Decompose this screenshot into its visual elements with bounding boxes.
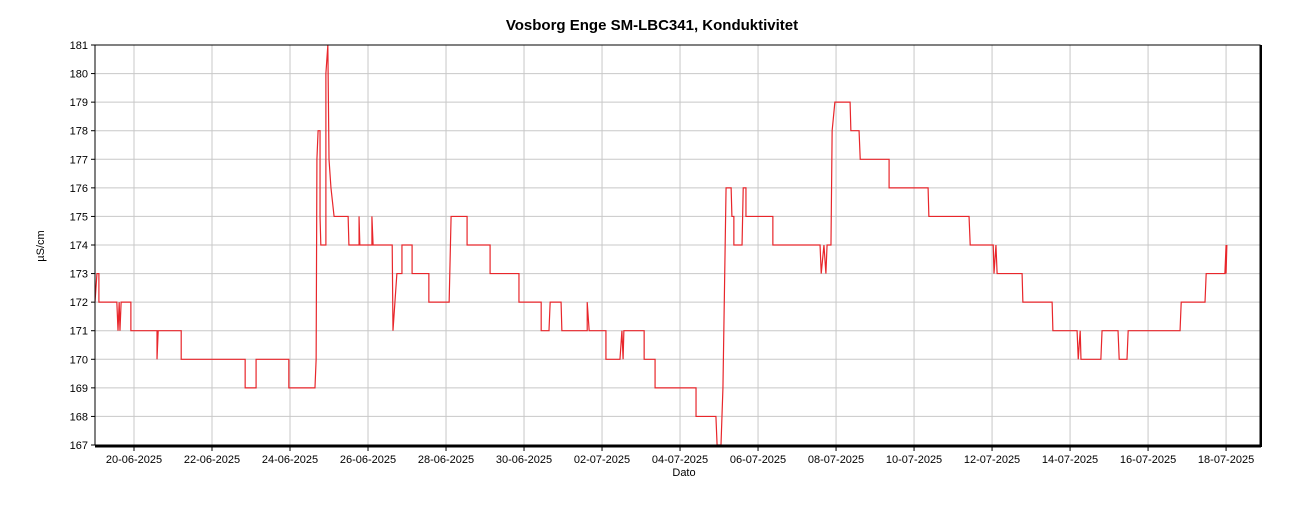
x-tick-label: 12-07-2025 (964, 454, 1020, 466)
data-line (94, 44, 1228, 446)
x-tick-label: 02-07-2025 (574, 454, 630, 466)
x-tick-label: 08-07-2025 (808, 454, 864, 466)
y-tick-label: 178 (70, 126, 88, 138)
y-tick-label: 171 (70, 326, 88, 338)
y-tick-label: 173 (70, 269, 88, 281)
x-tick-label: 14-07-2025 (1042, 454, 1098, 466)
grid (91, 44, 1260, 451)
y-tick-label: 167 (70, 440, 88, 452)
x-axis-label: Dato (672, 467, 695, 479)
x-tick-label: 10-07-2025 (886, 454, 942, 466)
x-tick-label: 30-06-2025 (496, 454, 552, 466)
y-tick-label: 172 (70, 297, 88, 309)
y-axis-label: µS/cm (35, 230, 47, 261)
y-tick-label: 175 (70, 211, 88, 223)
plot-area (94, 44, 1228, 446)
x-tick-label: 20-06-2025 (106, 454, 162, 466)
x-tick-label: 24-06-2025 (262, 454, 318, 466)
x-tick-label: 28-06-2025 (418, 454, 474, 466)
x-tick-label: 26-06-2025 (340, 454, 396, 466)
y-tick-label: 179 (70, 97, 88, 109)
x-tick-label: 06-07-2025 (730, 454, 786, 466)
chart-title: Vosborg Enge SM-LBC341, Konduktivitet (506, 17, 798, 34)
x-tick-label: 04-07-2025 (652, 454, 708, 466)
x-tick-label: 18-07-2025 (1198, 454, 1254, 466)
y-tick-label: 174 (70, 240, 88, 252)
y-tick-label: 176 (70, 183, 88, 195)
y-tick-label: 170 (70, 354, 88, 366)
y-tick-label: 180 (70, 69, 88, 81)
y-tick-label: 168 (70, 411, 88, 423)
y-tick-label: 169 (70, 383, 88, 395)
x-tick-label: 16-07-2025 (1120, 454, 1176, 466)
y-tick-label: 181 (70, 40, 88, 52)
y-tick-label: 177 (70, 154, 88, 166)
x-tick-label: 22-06-2025 (184, 454, 240, 466)
